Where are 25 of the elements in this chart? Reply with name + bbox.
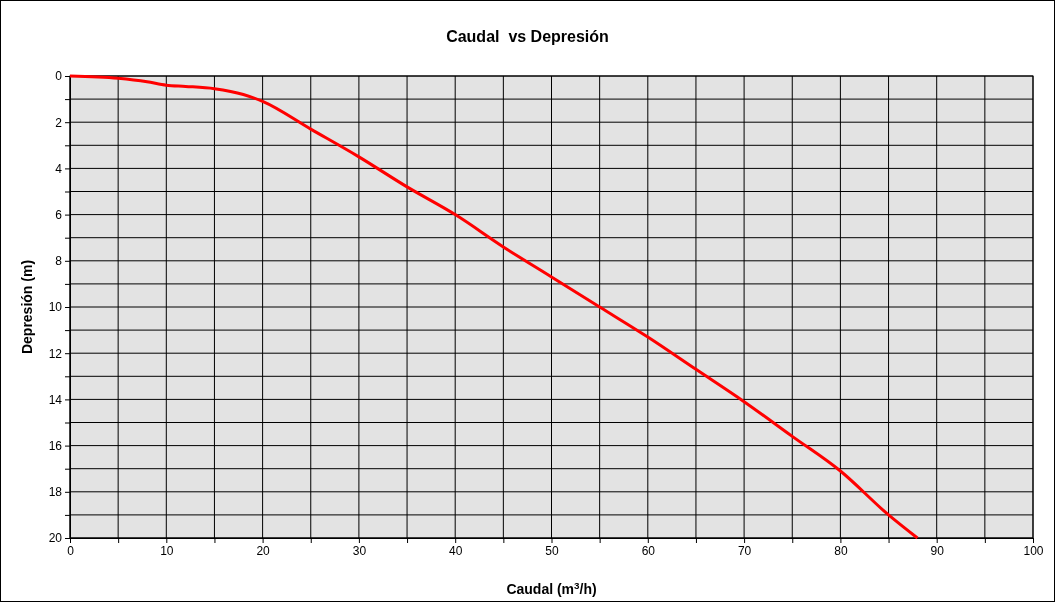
x-tick-label: 100 (1023, 543, 1044, 558)
x-tick-label: 60 (641, 543, 656, 558)
y-tick-label: 18 (48, 485, 63, 500)
y-tick-label: 6 (55, 207, 63, 222)
chart-title: Caudal vs Depresión (446, 28, 609, 45)
y-tick-label: 20 (48, 531, 63, 546)
x-tick-label: 80 (834, 543, 848, 558)
y-tick-label: 2 (55, 115, 63, 130)
y-axis-title: Depresión (m) (19, 259, 35, 355)
y-tick-label: 4 (55, 161, 63, 176)
x-tick-label: 30 (352, 543, 367, 558)
x-axis-title: Caudal (m$^{3}$/h) (506, 579, 597, 597)
x-tick-label: 70 (737, 543, 752, 558)
x-tick-label: 90 (930, 543, 945, 558)
y-tick-label: 12 (48, 346, 63, 361)
y-tick-label: 10 (48, 300, 63, 315)
x-tick-label: 10 (160, 543, 174, 558)
y-tick-label: 8 (55, 254, 63, 269)
x-tick-label: 0 (67, 543, 75, 558)
y-tick-label: 0 (55, 69, 63, 84)
y-tick-label: 16 (48, 438, 63, 453)
x-tick-label: 40 (449, 543, 463, 558)
x-tick-label: 20 (256, 543, 271, 558)
x-tick-label: 50 (545, 543, 559, 558)
y-tick-label: 14 (48, 392, 63, 407)
